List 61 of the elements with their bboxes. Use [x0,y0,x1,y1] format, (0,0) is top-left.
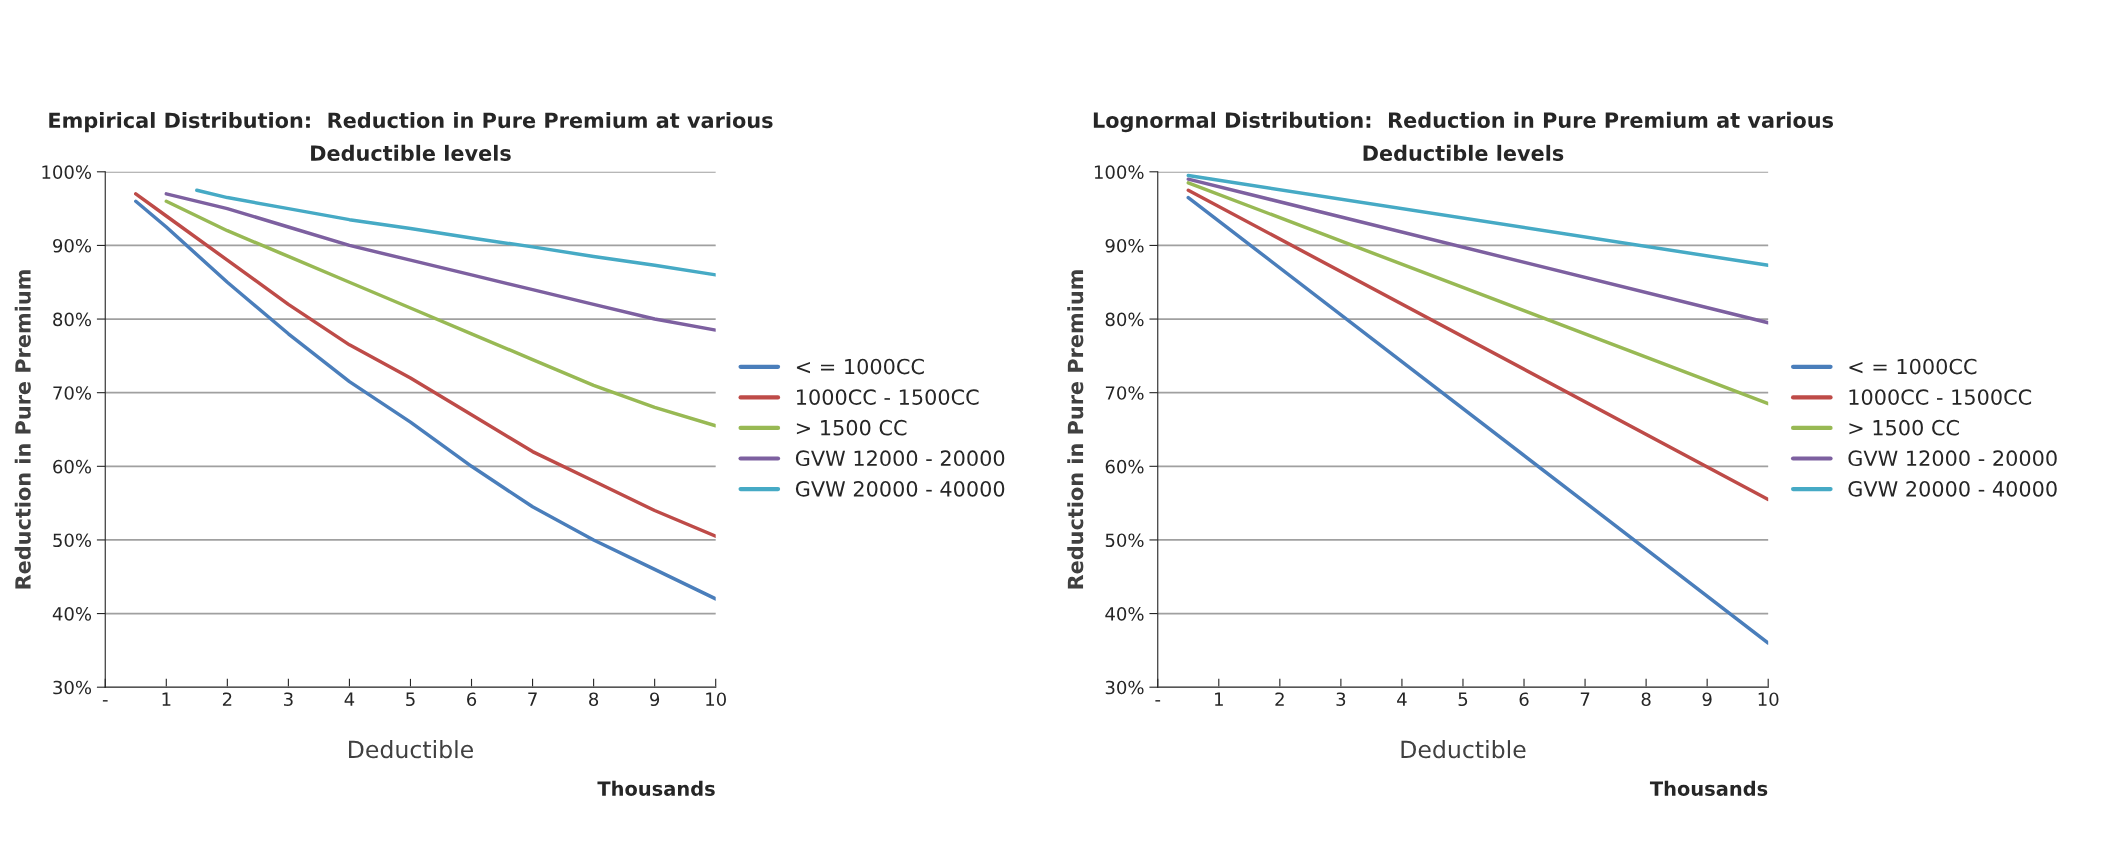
line-series [134,199,716,601]
y-tick-label: 30% [1105,680,1144,695]
y-tick-label: 90% [53,238,92,253]
y-tick-label: 70% [53,386,92,400]
legend-label: 1000CC - 1500CC [797,389,979,405]
y-tick-label: 60% [53,459,92,474]
x-tick-label: 10 [706,692,726,707]
y-tick-label: 70% [1105,386,1144,400]
y-tick-label: 80% [1105,312,1144,327]
legend-label: < = 1000CC [1849,358,1977,375]
x-tick-label: 6 [467,692,477,707]
x-tick-label: 9 [1702,692,1712,707]
y-tick-label: 50% [53,533,92,548]
x-tick-label: 1 [162,692,171,706]
line-series [164,199,716,428]
x-tick-label: 8 [589,692,599,707]
legend-label: > 1500 CC [1849,419,1959,436]
y-tick-label: 80% [53,312,92,327]
y-tick-label: 100% [42,165,92,179]
y-tick-label: 40% [1105,607,1144,621]
x-tick-label: 4 [344,692,355,706]
x-tick-label: 2 [222,692,232,706]
x-tick-label: 6 [1519,692,1529,707]
x-tick-label: 4 [1397,692,1407,706]
chart-title: Empirical Distribution: Reduction in Pure Premium at various Deductible levels [49,112,773,161]
legend-label: < = 1000CC [796,358,924,375]
legend-label: GVW 20000 - 40000 [795,480,1005,497]
y-tick-label: 30% [53,680,92,695]
x-tick-label: 5 [406,692,415,707]
line-series [164,192,716,332]
x-axis-title: Deductible [1401,740,1526,759]
x-tick-label: 3 [1336,692,1346,707]
text: Thousands [1649,780,1768,796]
legend-label: GVW 12000 - 20000 [795,450,1005,467]
x-tick-label: 7 [1580,692,1590,706]
y-tick-label: 50% [1105,533,1144,548]
legend-label: > 1500 CC [796,419,907,436]
y-tick-label: 40% [52,607,92,621]
y-tick-label: 100% [1094,165,1144,179]
x-axis-title: Deductible [349,740,473,759]
x-tick-label: 1 [1215,692,1223,706]
line-series [134,192,716,538]
y-axis-title: Reduction in Pure Premium [1067,270,1084,589]
y-tick-label: 60% [1105,459,1144,474]
x-tick-label: 3 [284,692,293,707]
x-tick-label: 10 [1758,692,1779,707]
legend-label: GVW 12000 - 20000 [1848,450,2057,467]
y-tick-label: 90% [1105,238,1144,253]
x-tick-label: 8 [1641,692,1651,707]
x-tick-label: 9 [650,692,660,707]
x-tick-label: 7 [528,692,537,706]
text: Thousands [597,780,715,796]
x-tick-label: 2 [1275,692,1284,706]
x-tick-label: - [1155,700,1161,702]
legend-label: GVW 20000 - 40000 [1848,480,2057,497]
x-tick-label: 5 [1458,692,1468,707]
line-series [195,188,716,277]
legend-label: 1000CC - 1500CC [1849,389,2032,405]
y-axis-title: Reduction in Pure Premium [14,270,31,589]
chart-title: Lognormal Distribution: Reduction in Pure Premium at various Deductible levels [1093,111,1834,161]
x-tick-label: - [102,700,108,702]
